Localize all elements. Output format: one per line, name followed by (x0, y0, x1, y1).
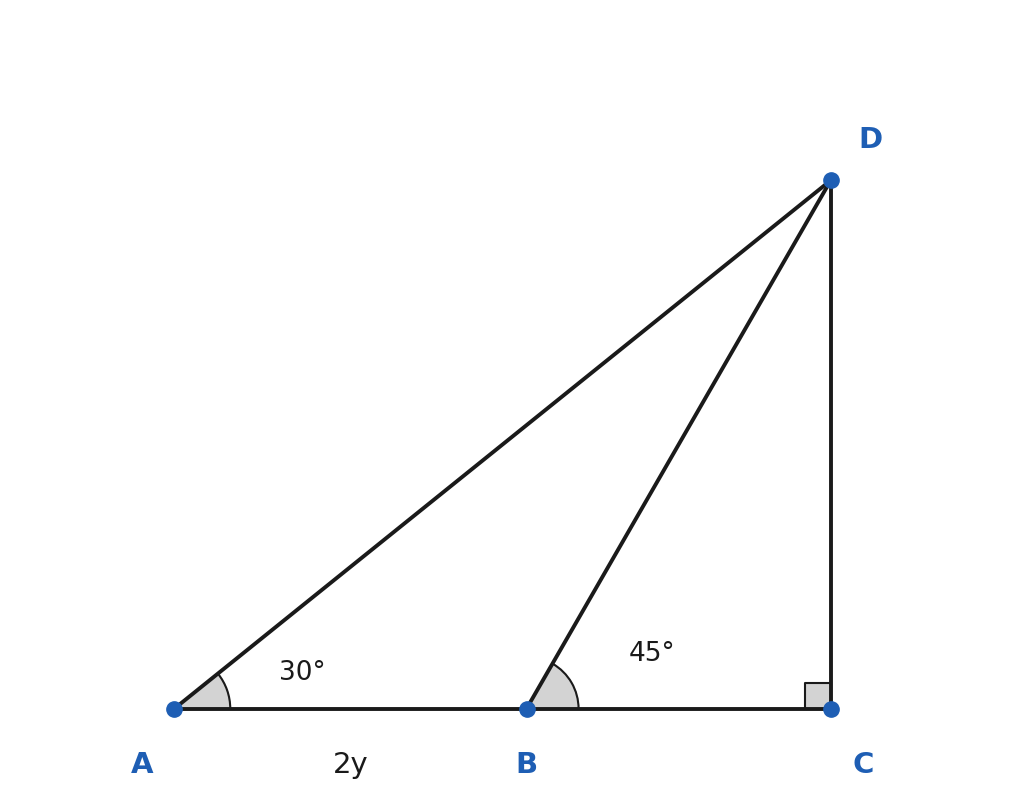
Text: B: B (516, 751, 538, 779)
Polygon shape (806, 683, 831, 709)
Polygon shape (175, 674, 231, 709)
Text: 45°: 45° (629, 641, 676, 667)
Polygon shape (527, 663, 579, 709)
Text: C: C (853, 751, 874, 779)
Text: 2y: 2y (333, 751, 369, 779)
Text: D: D (859, 126, 883, 155)
Text: 30°: 30° (279, 660, 326, 686)
Text: A: A (131, 751, 153, 779)
